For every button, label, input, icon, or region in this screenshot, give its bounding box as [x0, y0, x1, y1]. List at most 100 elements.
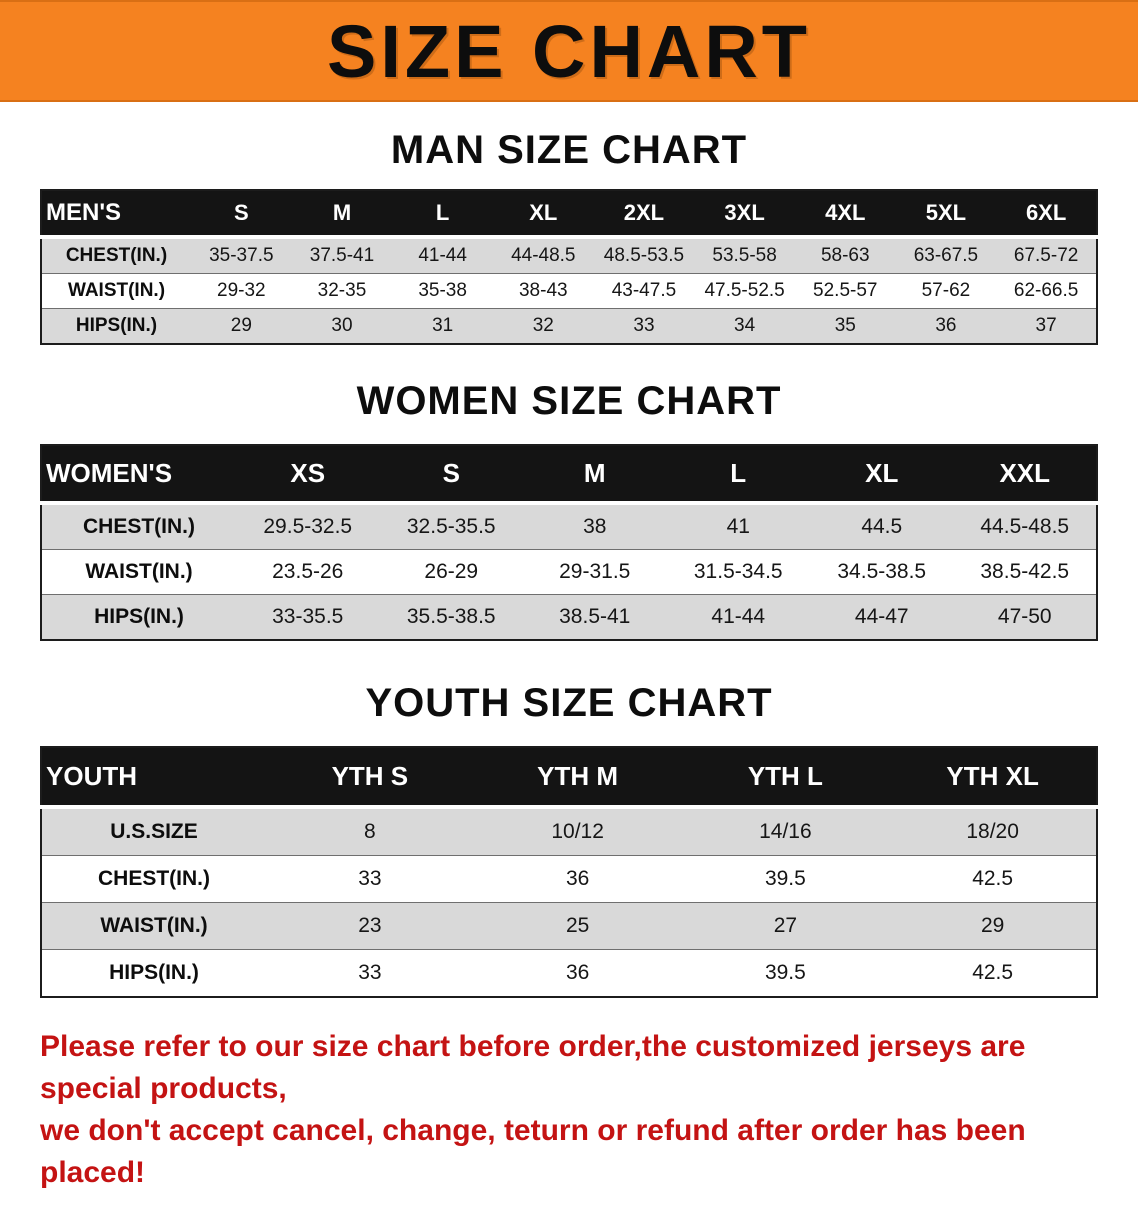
- men-section-heading: MAN SIZE CHART: [390, 128, 748, 172]
- size-value-cell: 35-37.5: [209, 245, 274, 266]
- table-row: CHEST(IN.) 29.5-32.5 32.5-35.5 38 41 44.…: [41, 503, 1097, 550]
- men-section: MAN SIZE CHART MEN'S S M L XL 2XL 3XL 4X…: [0, 128, 1138, 345]
- women-header-row: WOMEN'S XS S M L XL XXL: [41, 445, 1097, 505]
- size-value-cell: 31.5-34.5: [693, 560, 783, 583]
- size-value-cell: 29: [980, 914, 1005, 937]
- size-value-cell: 35: [834, 315, 856, 336]
- size-value-cell: 44-48.5: [511, 245, 576, 266]
- youth-section-heading: YOUTH SIZE CHART: [365, 681, 773, 725]
- size-value-cell: 36: [565, 867, 590, 890]
- size-col-header: YTH L: [681, 747, 890, 809]
- row-label-cell: HIPS(IN.): [75, 315, 158, 336]
- row-label-cell: HIPS(IN.): [109, 961, 199, 984]
- row-label-cell: WAIST(IN.): [100, 914, 208, 937]
- row-label-cell: CHEST(IN.): [98, 867, 210, 890]
- table-row: WAIST(IN.) 23 25 27 29: [41, 902, 1097, 950]
- row-label-cell: WAIST(IN.): [67, 280, 166, 301]
- size-value-cell: 41: [726, 515, 750, 538]
- table-row: U.S.SIZE 8 10/12 14/16 18/20: [41, 807, 1097, 856]
- size-value-cell: 47.5-52.5: [704, 280, 785, 301]
- size-value-cell: 47-50: [997, 605, 1052, 628]
- size-value-cell: 44-47: [854, 605, 909, 628]
- row-label-cell: WAIST(IN.): [85, 560, 193, 583]
- size-value-cell: 33: [358, 867, 382, 890]
- table-row: HIPS(IN.) 33-35.5 35.5-38.5 38.5-41 41-4…: [41, 594, 1097, 640]
- size-col-header: S: [379, 445, 523, 505]
- size-value-cell: 31: [432, 315, 454, 336]
- size-value-cell: 43-47.5: [611, 280, 677, 301]
- size-col-header: YTH M: [473, 747, 682, 809]
- size-value-cell: 30: [331, 315, 353, 336]
- size-value-cell: 62-66.5: [1013, 280, 1079, 301]
- men-header-row: MEN'S S M L XL 2XL 3XL 4XL 5XL 6XL: [41, 190, 1097, 239]
- size-value-cell: 29-31.5: [559, 560, 631, 583]
- women-section-heading: WOMEN SIZE CHART: [356, 379, 782, 423]
- size-col-header: 6XL: [996, 190, 1097, 239]
- size-col-header: WOMEN'S: [41, 445, 236, 505]
- youth-section: YOUTH SIZE CHART YOUTH YTH S YTH M YTH L…: [0, 681, 1138, 998]
- size-value-cell: 38: [583, 515, 607, 538]
- size-value-cell: 25: [565, 914, 590, 937]
- size-value-cell: 35-38: [418, 280, 467, 301]
- size-value-cell: 38.5-42.5: [980, 560, 1070, 583]
- row-label-cell: CHEST(IN.): [83, 515, 195, 538]
- size-col-header: YOUTH: [41, 747, 266, 809]
- size-value-cell: 32: [532, 315, 554, 336]
- size-col-header: 4XL: [794, 190, 896, 239]
- size-value-cell: 57-62: [921, 280, 971, 301]
- size-col-header: L: [666, 445, 810, 505]
- size-value-cell: 38.5-41: [559, 605, 631, 628]
- size-value-cell: 33: [633, 315, 655, 336]
- row-label-cell: U.S.SIZE: [110, 820, 198, 843]
- size-col-header: XL: [492, 190, 594, 239]
- size-value-cell: 33-35.5: [272, 605, 344, 628]
- table-row: HIPS(IN.) 29 30 31 32 33 34 35 36 37: [41, 308, 1097, 344]
- size-value-cell: 41-44: [418, 245, 467, 266]
- size-value-cell: 23: [358, 914, 382, 937]
- size-value-cell: 10/12: [551, 820, 604, 843]
- size-col-header: MEN'S: [41, 190, 191, 239]
- size-value-cell: 44.5-48.5: [980, 515, 1070, 538]
- size-value-cell: 23.5-26: [272, 560, 344, 583]
- size-value-cell: 36: [565, 961, 590, 984]
- size-col-header: S: [191, 190, 292, 239]
- size-value-cell: 48.5-53.5: [603, 245, 685, 266]
- size-value-cell: 26-29: [424, 560, 479, 583]
- table-row: HIPS(IN.) 33 36 39.5 42.5: [41, 949, 1097, 998]
- size-col-header: 5XL: [895, 190, 997, 239]
- size-value-cell: 37.5-41: [309, 245, 375, 266]
- table-row: WAIST(IN.) 23.5-26 26-29 29-31.5 31.5-34…: [41, 549, 1097, 595]
- size-value-cell: 27: [773, 914, 798, 937]
- size-value-cell: 67.5-72: [1013, 245, 1079, 266]
- size-value-cell: 33: [358, 961, 382, 984]
- size-value-cell: 53.5-58: [712, 245, 777, 266]
- size-value-cell: 58-63: [820, 245, 870, 266]
- size-value-cell: 52.5-57: [813, 280, 878, 301]
- size-value-cell: 29: [230, 315, 252, 336]
- size-value-cell: 36: [935, 315, 957, 336]
- row-label-cell: HIPS(IN.): [94, 605, 184, 628]
- table-row: WAIST(IN.) 29-32 32-35 35-38 38-43 43-47…: [41, 273, 1097, 309]
- size-value-cell: 42.5: [972, 961, 1014, 984]
- size-col-header: XS: [236, 445, 380, 505]
- size-col-header: YTH S: [266, 747, 474, 809]
- size-col-header: 2XL: [593, 190, 695, 239]
- size-value-cell: 63-67.5: [913, 245, 979, 266]
- size-value-cell: 34.5-38.5: [837, 560, 927, 583]
- size-col-header: YTH XL: [889, 747, 1097, 809]
- size-value-cell: 35.5-38.5: [406, 605, 496, 628]
- table-row: CHEST(IN.) 33 36 39.5 42.5: [41, 855, 1097, 903]
- women-size-table: WOMEN'S XS S M L XL XXL CHEST(IN.) 29.5-…: [40, 444, 1098, 641]
- size-value-cell: 44.5: [861, 515, 903, 538]
- size-col-header: XXL: [953, 445, 1097, 505]
- page-title: SIZE CHART: [327, 9, 811, 93]
- size-value-cell: 8: [364, 820, 376, 843]
- disclaimer-line-2: we don't accept cancel, change, teturn o…: [40, 1114, 1026, 1189]
- size-col-header: XL: [810, 445, 954, 505]
- size-value-cell: 29-32: [217, 280, 266, 301]
- size-value-cell: 14/16: [759, 820, 812, 843]
- disclaimer-line-1: Please refer to our size chart before or…: [40, 1030, 1026, 1105]
- size-value-cell: 37: [1035, 315, 1057, 336]
- banner: SIZE CHART: [0, 0, 1138, 102]
